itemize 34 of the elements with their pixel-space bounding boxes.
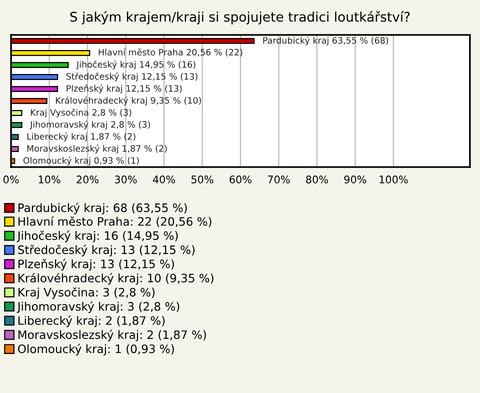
legend-label: Moravskoslezský kraj: 2 (1,87 %) — [18, 330, 206, 342]
data-label: Jihomoravský kraj 2,8 % (3) — [30, 120, 150, 130]
chart-title: S jakým krajem/kraji si spojujete tradici loutkářství? — [70, 11, 410, 24]
x-tick-label: 30% — [114, 176, 137, 184]
legend-label: Pardubický kraj: 68 (63,55 %) — [18, 202, 187, 214]
x-tick-label: 40% — [152, 176, 175, 184]
data-label: Pardubický kraj 63,55 % (68) — [263, 36, 388, 46]
x-tick-label: 0% — [3, 176, 19, 184]
data-label: Plzeňský kraj 12,15 % (13) — [66, 84, 182, 94]
legend-label: Jihomoravský kraj: 3 (2,8 %) — [16, 301, 180, 313]
legend-label: Středočeský kraj: 13 (12,15 %) — [18, 244, 195, 256]
x-tick-label: 90% — [344, 176, 366, 184]
legend-label: Královéhradecký kraj: 10 (9,35 %) — [18, 273, 214, 285]
data-label: Kraj Vysočina 2,8 % (3) — [30, 108, 132, 118]
legend-label: Hlavní město Praha: 22 (20,56 %) — [18, 216, 212, 228]
x-tick-label: 70% — [268, 176, 290, 184]
x-tick-label: 10% — [38, 176, 60, 184]
data-label: Středočeský kraj 12,15 % (13) — [66, 72, 198, 82]
data-label: Jihočeský kraj 14,95 % (16) — [76, 60, 196, 70]
data-label: Hlavní město Praha 20,56 % (22) — [98, 48, 242, 57]
x-tick-label: 100% — [380, 176, 408, 184]
legend-label: Kraj Vysočina: 3 (2,8 %) — [18, 287, 154, 299]
legend-label: Jihočeský kraj: 16 (14,95 %) — [16, 230, 178, 242]
x-tick-label: 60% — [230, 176, 252, 184]
legend-label: Olomoucký kraj: 1 (0,93 %) — [18, 344, 174, 356]
data-label: Moravskoslezský kraj 1,87 % (2) — [27, 144, 167, 154]
data-label: Olomoucký kraj 0,93 % (1) — [23, 156, 139, 166]
legend-label: Liberecký kraj: 2 (1,87 %) — [18, 316, 165, 328]
x-tick-label: 50% — [191, 176, 214, 184]
data-label: Liberecký kraj 1,87 % (2) — [27, 132, 136, 142]
x-tick-label: 80% — [306, 176, 328, 184]
data-label: Královéhradecký kraj 9,35 % (10) — [56, 96, 201, 106]
x-tick-label: 20% — [76, 176, 99, 184]
legend-label: Plzeňský kraj: 13 (12,15 %) — [18, 258, 174, 271]
